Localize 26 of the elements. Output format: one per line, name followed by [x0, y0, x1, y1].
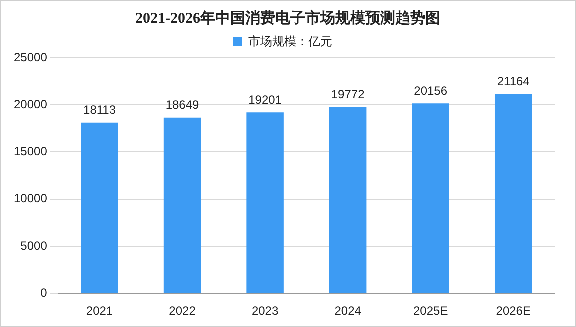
bar: [81, 122, 118, 294]
x-tick-label: 2024: [334, 304, 362, 318]
y-tick-label: 25000: [14, 50, 48, 64]
bar: [246, 112, 284, 294]
data-label: 21164: [497, 74, 530, 88]
data-label: 19201: [248, 92, 282, 107]
data-label: 18113: [84, 103, 116, 118]
bar: [164, 118, 202, 294]
x-tick-label: 2025E: [413, 304, 448, 318]
chart-title: 2021-2026年中国消费电子市场规模预测趋势图: [134, 9, 442, 28]
bar: [412, 104, 450, 294]
y-tick-label: 10000: [14, 192, 48, 206]
x-tick-label: 2026E: [496, 304, 531, 318]
data-label: 19772: [331, 88, 366, 102]
data-label: 18649: [166, 98, 200, 112]
legend-label: 市场规模：亿元: [248, 34, 332, 48]
x-tick-label: 2023: [252, 304, 279, 318]
y-tick-label: 0: [40, 286, 48, 300]
x-tick-label: 2021: [86, 304, 114, 318]
y-tick-label: 5000: [20, 238, 48, 253]
data-label: 20156: [414, 84, 448, 98]
bar: [494, 94, 532, 294]
y-tick-label: 15000: [14, 144, 48, 159]
bar: [329, 107, 367, 294]
x-tick-label: 2022: [169, 304, 196, 318]
y-tick-label: 20000: [14, 97, 48, 112]
